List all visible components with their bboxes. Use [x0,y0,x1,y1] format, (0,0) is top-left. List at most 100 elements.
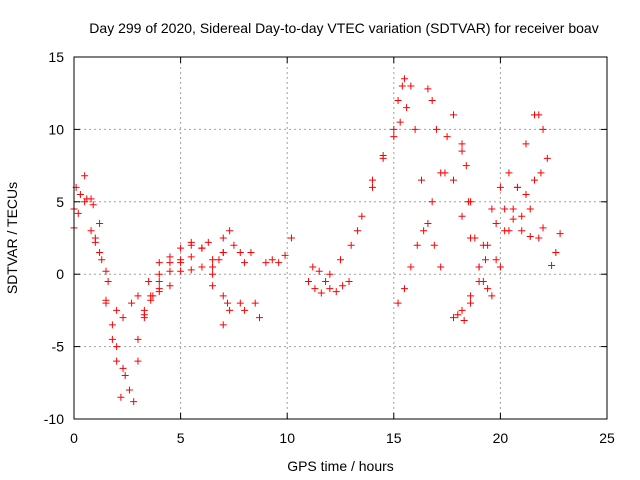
data-point [337,256,344,264]
x-axis-label: GPS time / hours [287,458,394,474]
data-point [522,140,530,148]
series-arc-g [140,238,223,319]
data-point [96,248,104,256]
data-point [458,306,466,314]
data-point [215,256,223,264]
data-point [420,227,428,235]
data-point [83,195,91,203]
data-point [145,277,153,285]
data-point [467,299,475,307]
data-point [311,285,319,293]
series-arc-j [209,227,234,278]
data-point [475,277,483,285]
data-point [177,259,185,267]
data-point [437,263,445,271]
data-point [358,212,366,220]
data-point [219,321,227,329]
data-point [117,393,125,401]
series-arc-e [113,285,163,322]
data-point [149,292,157,300]
data-point [87,227,95,235]
data-point [236,248,244,256]
data-point [130,398,138,406]
data-point [326,285,334,293]
data-point [424,85,432,93]
data-point [556,230,564,238]
data-point [458,212,466,220]
series-arc-v [479,169,545,249]
data-point [443,133,451,141]
data-point [209,256,217,264]
data-point [166,267,174,275]
data-point [224,299,232,307]
data-point [430,241,438,249]
data-point [475,263,483,271]
data-point [400,75,408,83]
data-point [275,259,283,267]
data-point [226,227,234,235]
data-point [526,233,534,241]
data-point [347,241,355,249]
data-point [449,111,457,119]
y-tick-label: 5 [56,194,64,210]
data-point [413,241,421,249]
series-arc-u [454,256,489,325]
data-point [432,125,440,133]
series-arc-h [145,263,232,307]
data-point [368,176,376,184]
data-point [400,285,408,293]
data-point [424,220,432,228]
data-point [155,288,163,296]
data-point [407,263,415,271]
data-point [177,267,185,275]
data-point [155,277,163,285]
data-point [407,82,415,90]
data-point [509,205,517,213]
series-arc-p [368,104,411,184]
data-point [509,215,517,223]
data-point [166,282,174,290]
data-point [241,259,249,267]
grid [74,57,607,419]
data-point [484,285,492,293]
data-point [134,357,142,365]
data-point [394,299,402,307]
axis-ticks [73,56,608,420]
data-point [467,234,475,242]
y-tick-label: 15 [48,49,64,65]
data-point [119,364,127,372]
series-arc-t [449,205,547,322]
data-point [305,277,313,285]
data-point [187,238,195,246]
data-point [322,277,330,285]
data-point [198,263,206,271]
data-point [268,256,276,264]
data-point [396,118,404,126]
data-point [96,220,104,228]
data-point [332,288,340,296]
data-point [449,176,457,184]
data-point [236,299,244,307]
data-point [518,212,526,220]
data-point [552,248,560,256]
data-point [460,317,468,325]
data-point [539,224,547,232]
data-point [492,256,500,264]
series-arc-b [70,198,110,275]
data-point [390,133,398,141]
data-point [98,256,106,264]
data-point [481,256,489,264]
data-point [522,191,530,199]
data-point [309,263,317,271]
y-tick-labels: -10 -5 0 5 10 15 [44,49,64,427]
data-point [458,147,466,155]
data-point [108,335,116,343]
data-point [198,244,206,252]
data-point [458,140,466,148]
data-point [247,248,255,256]
data-point [479,241,487,249]
series-arc-n [305,82,406,297]
data-point [134,335,142,343]
y-tick-label: 0 [56,266,64,282]
